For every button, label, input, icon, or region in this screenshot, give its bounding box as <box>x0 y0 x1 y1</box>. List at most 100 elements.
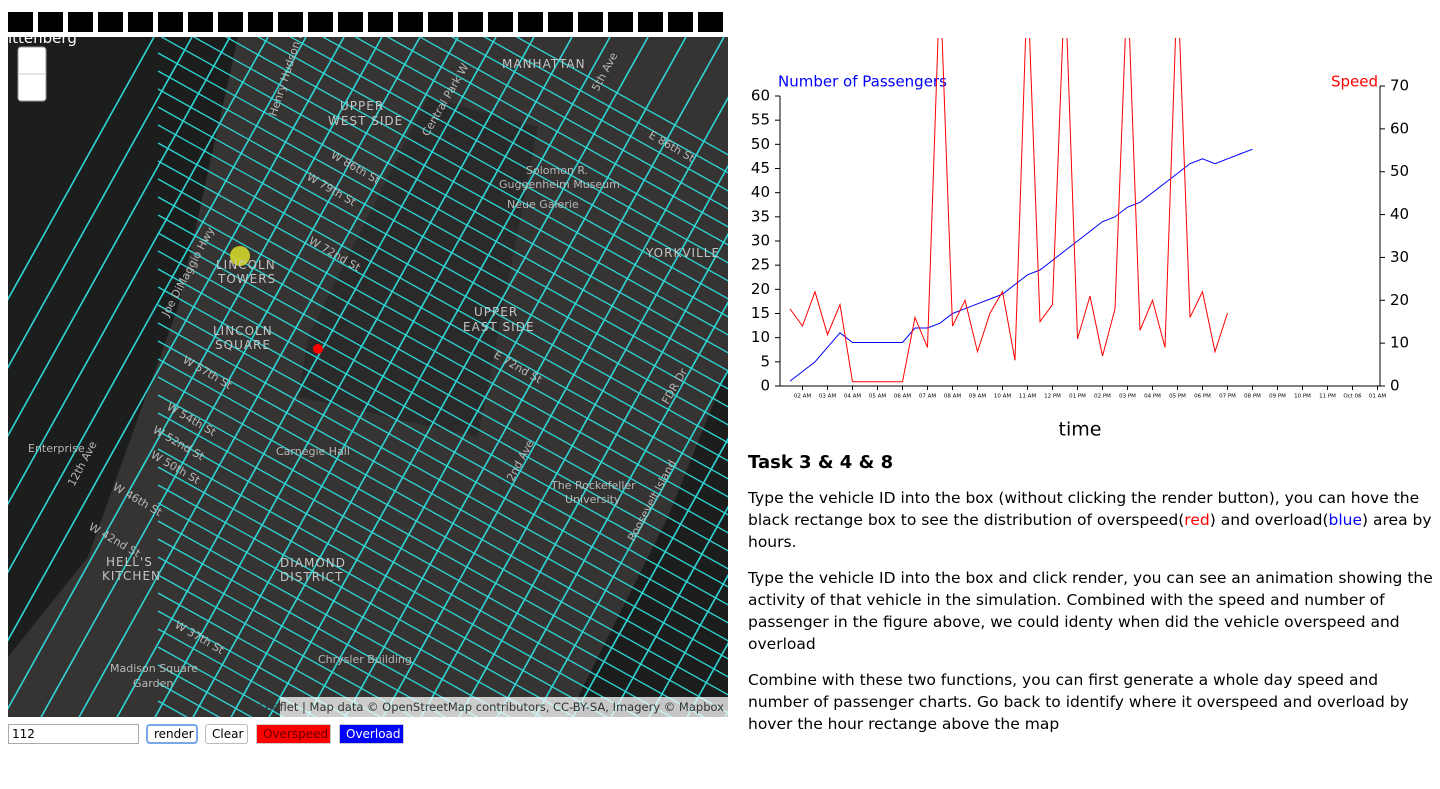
map-label: MANHATTAN <box>502 57 586 71</box>
paragraph: Combine with these two functions, you ca… <box>748 671 1409 733</box>
street <box>8 37 269 506</box>
x-tick-label: 04 PM <box>1144 394 1161 400</box>
overload-button[interactable]: Overload <box>339 724 404 744</box>
hour-box[interactable] <box>398 12 423 32</box>
street <box>157 268 728 588</box>
x-tick-label: 03 AM <box>819 394 837 400</box>
hour-box[interactable] <box>68 12 93 32</box>
overspeed-button[interactable]: Overspeed <box>256 724 331 744</box>
hour-box[interactable] <box>368 12 393 32</box>
x-tick-label: 02 AM <box>794 394 812 400</box>
y2-tick-label: 50 <box>1390 162 1409 180</box>
hour-box[interactable] <box>458 12 483 32</box>
street <box>157 340 728 660</box>
east-river <box>568 367 728 717</box>
x-tick-label: 10 PM <box>1294 394 1311 400</box>
street <box>157 592 382 717</box>
hour-box[interactable] <box>518 12 543 32</box>
y-tick-label: 20 <box>751 280 770 298</box>
y-tick-label: 50 <box>751 135 770 153</box>
y-tick-label: 45 <box>751 159 770 177</box>
street <box>157 286 728 606</box>
clear-button[interactable]: Clear <box>205 724 248 744</box>
x-tick-label: 05 PM <box>1169 394 1186 400</box>
y-tick-label: 55 <box>751 111 770 129</box>
y-tick-label: 25 <box>751 256 770 274</box>
hour-box[interactable] <box>638 12 663 32</box>
map-label: TOWERS <box>217 272 276 286</box>
street <box>157 520 511 717</box>
hour-box[interactable] <box>218 12 243 32</box>
attribution[interactable]: Leaflet | Map data © OpenStreetMap contr… <box>259 700 724 714</box>
series-line <box>789 38 1228 383</box>
map-label: UPPER <box>340 99 384 113</box>
map-label: Madison Square <box>110 662 198 675</box>
hour-box[interactable] <box>578 12 603 32</box>
street <box>116 37 497 717</box>
street <box>157 502 544 717</box>
render-button[interactable]: render <box>146 724 198 744</box>
hour-box[interactable] <box>608 12 633 32</box>
y-tick-label: 0 <box>760 377 770 395</box>
hour-box[interactable] <box>338 12 363 32</box>
hour-box[interactable] <box>158 12 183 32</box>
hour-box[interactable] <box>308 12 333 32</box>
vehicle-id-input[interactable] <box>8 724 139 744</box>
hour-box[interactable] <box>278 12 303 32</box>
street <box>157 178 728 498</box>
hour-box[interactable] <box>698 12 723 32</box>
street <box>483 37 728 174</box>
street <box>648 573 728 717</box>
x-tick-label: 08 AM <box>944 394 962 400</box>
y2-tick-label: 70 <box>1390 77 1409 95</box>
hour-box[interactable] <box>188 12 213 32</box>
map-label: Chrysler Building <box>318 653 412 666</box>
x-tick-label: Oct 06 <box>1343 394 1362 400</box>
street <box>306 37 687 717</box>
map-label: The Rockefeller <box>550 479 636 492</box>
street <box>230 37 611 717</box>
street <box>257 37 728 300</box>
hour-box[interactable] <box>548 12 573 32</box>
street <box>534 369 728 717</box>
street <box>157 214 728 534</box>
x-tick-label: 08 PM <box>1244 394 1261 400</box>
street <box>157 304 728 624</box>
street <box>40 37 421 717</box>
street <box>354 37 728 246</box>
street <box>157 160 728 480</box>
map-label: Solomon R. <box>526 164 588 177</box>
task-title: Task 3 & 4 & 8 <box>748 452 894 473</box>
y2-tick-label: 60 <box>1390 119 1409 137</box>
text: ) area by hours. <box>748 511 1432 551</box>
y-tick-label: 15 <box>751 304 770 322</box>
y-tick-label: 40 <box>751 183 770 201</box>
x-tick-label: 02 PM <box>1094 394 1111 400</box>
hour-box[interactable] <box>248 12 273 32</box>
street <box>160 37 728 354</box>
street <box>157 646 285 717</box>
hour-box[interactable] <box>38 12 63 32</box>
paragraph: Type the vehicle ID into the box and cli… <box>748 569 1433 653</box>
y2-tick-label: 10 <box>1390 334 1409 352</box>
vehicle-marker <box>230 246 250 266</box>
hour-box[interactable] <box>668 12 693 32</box>
street <box>157 376 728 696</box>
map-label: LINCOLN <box>216 258 276 272</box>
hour-box[interactable] <box>98 12 123 32</box>
hour-box[interactable] <box>8 12 33 32</box>
street <box>496 300 728 717</box>
map-label: HELL'S <box>106 555 153 569</box>
hour-box[interactable] <box>488 12 513 32</box>
map-label: LINCOLN <box>213 324 273 338</box>
street <box>450 37 728 192</box>
hour-box[interactable] <box>128 12 153 32</box>
map: ittenberg MANHATTAN UPPER WEST SIDE Cent… <box>8 37 728 717</box>
hour-box[interactable] <box>428 12 453 32</box>
street <box>192 37 573 717</box>
street <box>224 37 728 318</box>
street <box>8 37 345 642</box>
x-tick-label: 03 PM <box>1119 394 1136 400</box>
attribution-bg <box>280 697 728 717</box>
map-label: SQUARE <box>215 338 271 352</box>
